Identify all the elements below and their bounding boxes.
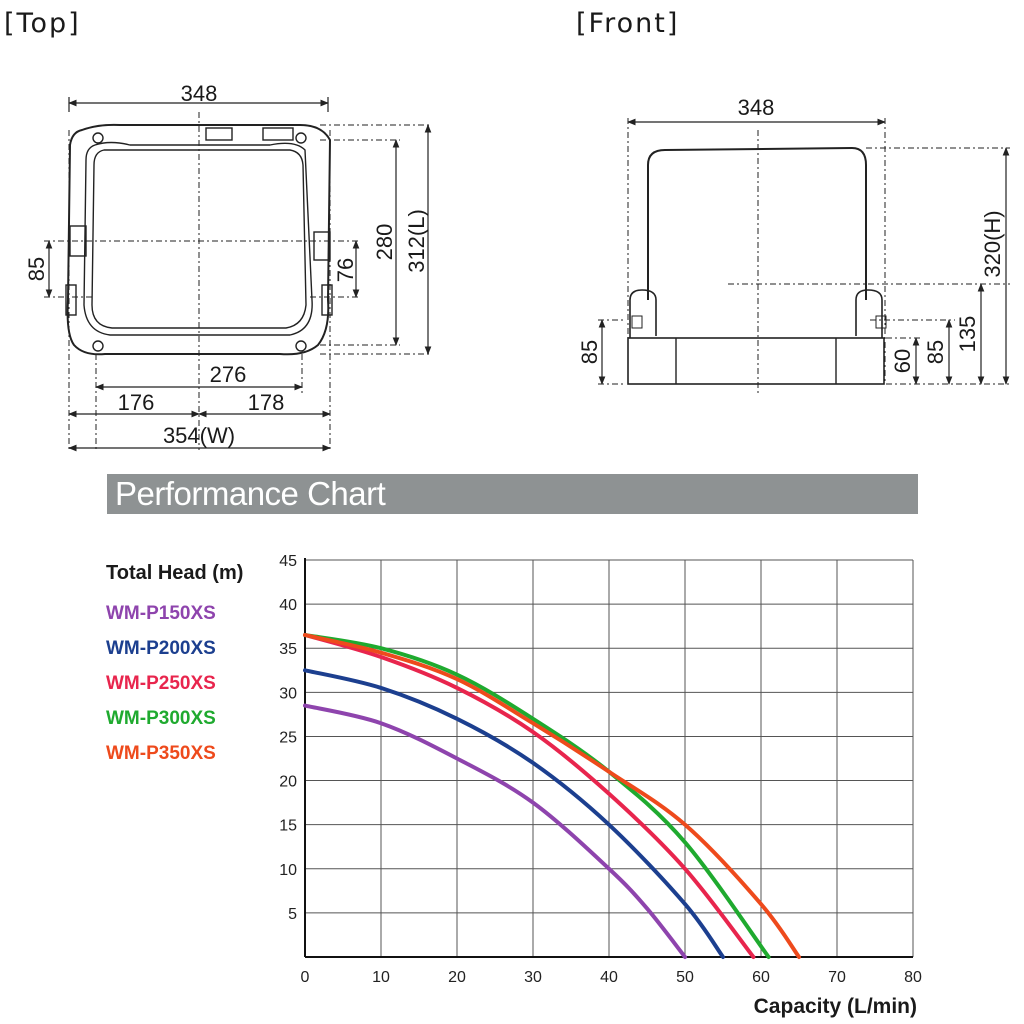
top-view-outline <box>66 123 332 356</box>
top-half-left-label: 176 <box>118 390 155 415</box>
x-tick-label: 40 <box>600 969 618 986</box>
series-line-wm-p300xs <box>303 632 771 959</box>
top-left-offset-label: 85 <box>24 257 49 281</box>
chart-legend: WM-P150XS WM-P200XS WM-P250XS WM-P300XS WM-P… <box>106 602 216 777</box>
x-tick-label: 80 <box>904 969 922 986</box>
y-tick-label: 5 <box>288 906 297 923</box>
performance-chart-banner: Performance Chart <box>107 474 918 514</box>
front-width-label: 348 <box>738 95 775 120</box>
y-tick-label: 20 <box>279 774 297 791</box>
top-length-label: 312(L) <box>404 209 429 273</box>
top-inner-length-label: 280 <box>372 224 397 261</box>
series-line-wm-p350xs <box>303 632 801 959</box>
top-width-label: 348 <box>181 81 218 106</box>
x-tick-label: 0 <box>301 969 310 986</box>
y-tick-label: 30 <box>279 685 297 702</box>
y-tick-label: 45 <box>279 553 297 570</box>
x-tick-label: 30 <box>524 969 542 986</box>
legend-item-wm-p250xs: WM-P250XS <box>106 673 216 694</box>
x-tick-label: 20 <box>448 969 466 986</box>
x-tick-label: 70 <box>828 969 846 986</box>
series-line-wm-p200xs <box>303 668 725 959</box>
legend-item-wm-p200xs: WM-P200XS <box>106 638 216 659</box>
y-tick-label: 25 <box>279 729 297 746</box>
y-tick-label: 10 <box>279 862 297 879</box>
front-base-height-label: 60 <box>890 349 915 373</box>
x-axis-title: Capacity (L/min) <box>753 995 917 1018</box>
front-view-title: [Front] <box>576 8 680 39</box>
y-axis-title: Total Head (m) <box>106 562 244 584</box>
y-tick-label: 40 <box>279 597 297 614</box>
legend-item-wm-p150xs: WM-P150XS <box>106 603 216 624</box>
series-line-wm-p250xs <box>303 632 756 959</box>
y-tick-label: 15 <box>279 818 297 835</box>
x-tick-label: 50 <box>676 969 694 986</box>
front-outlet-height-label: 135 <box>955 316 980 353</box>
front-left-height-label: 85 <box>577 340 602 364</box>
front-mid-height-label: 85 <box>923 340 948 364</box>
front-view-outline <box>647 146 867 300</box>
top-base-span-label: 276 <box>210 362 247 387</box>
top-view-title: [Top] <box>4 8 81 39</box>
top-side-offset-label: 76 <box>333 258 358 282</box>
x-tick-label: 10 <box>372 969 390 986</box>
series-line-wm-p150xs <box>303 703 687 959</box>
dimension-drawing: 348 312(L) 280 76 85 276 176 178 354(W) <box>24 81 1010 452</box>
front-height-label: 320(H) <box>980 210 1005 277</box>
x-tick-label: 60 <box>752 969 770 986</box>
legend-item-wm-p350xs: WM-P350XS <box>106 743 216 764</box>
top-overall-width-label: 354(W) <box>163 423 235 448</box>
legend-item-wm-p300xs: WM-P300XS <box>106 708 216 729</box>
top-half-right-label: 178 <box>248 390 285 415</box>
y-tick-label: 35 <box>279 641 297 658</box>
